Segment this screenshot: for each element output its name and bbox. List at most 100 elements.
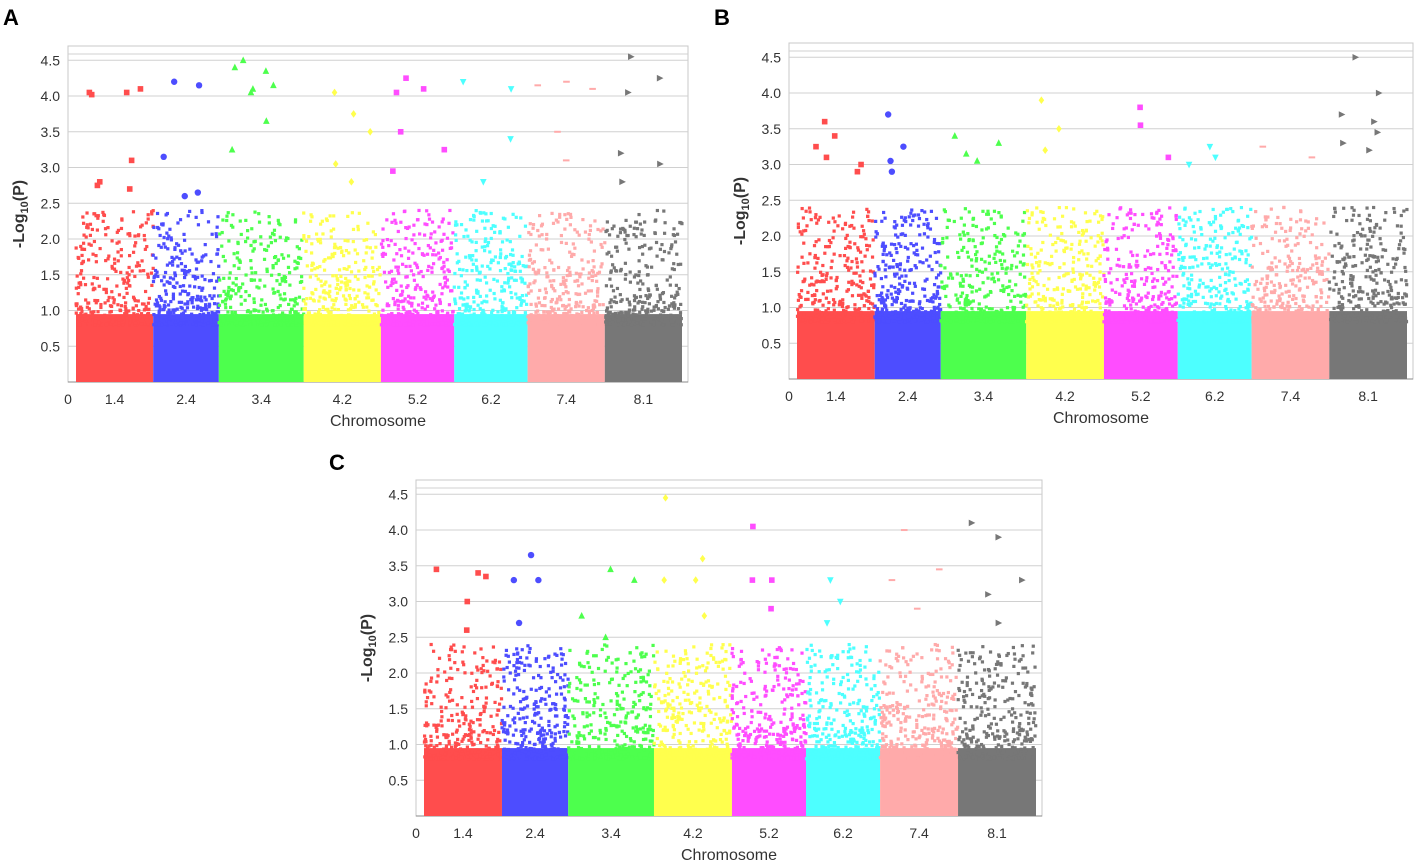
- snp-point: [669, 275, 672, 278]
- snp-point: [368, 286, 371, 289]
- snp-point: [233, 264, 236, 267]
- snp-point: [1030, 263, 1033, 266]
- snp-point: [596, 228, 599, 231]
- snp-point: [575, 322, 578, 325]
- snp-point: [656, 288, 659, 291]
- snp-point: [920, 318, 923, 321]
- snp-point: [1082, 252, 1085, 255]
- snp-point: [136, 261, 139, 264]
- snp-point: [643, 301, 646, 304]
- snp-point: [864, 237, 867, 240]
- snp-point: [229, 271, 232, 274]
- snp-point: [478, 271, 481, 274]
- snp-point: [386, 238, 389, 241]
- snp-point: [881, 307, 884, 310]
- snp-point: [1188, 282, 1191, 285]
- snp-point: [1023, 244, 1026, 247]
- snp-point: [995, 250, 998, 253]
- snp-point: [1226, 208, 1229, 211]
- snp-point: [501, 301, 504, 304]
- snp-point: [882, 211, 885, 214]
- snp-point: [610, 285, 613, 288]
- snp-point: [605, 309, 608, 312]
- snp-point: [567, 303, 570, 306]
- snp-point: [113, 298, 116, 301]
- snp-point: [1123, 234, 1126, 237]
- snp-point: [972, 217, 975, 220]
- snp-point: [1098, 270, 1101, 273]
- snp-point: [483, 227, 486, 230]
- snp-point: [588, 313, 591, 316]
- snp-point: [402, 308, 405, 311]
- snp-point: [868, 244, 871, 247]
- snp-point: [514, 318, 517, 321]
- snp-point: [387, 244, 390, 247]
- snp-point: [1112, 222, 1115, 225]
- snp-point: [849, 246, 852, 249]
- snp-point: [313, 320, 316, 323]
- snp-point: [1171, 311, 1174, 314]
- snp-point: [152, 254, 155, 257]
- snp-point: [1298, 257, 1301, 260]
- snp-point: [552, 222, 555, 225]
- snp-point: [1082, 232, 1085, 235]
- snp-point: [412, 224, 415, 227]
- snp-point: [1384, 211, 1387, 214]
- snp-point: [402, 299, 405, 302]
- snp-point: [1295, 220, 1298, 223]
- snp-point: [97, 321, 100, 324]
- snp-point: [1261, 312, 1264, 315]
- snp-point: [1122, 265, 1125, 268]
- snp-point: [434, 304, 437, 307]
- snp-point: [183, 239, 186, 242]
- snp-point: [1011, 306, 1014, 309]
- snp-point: [601, 246, 604, 249]
- snp-point: [331, 274, 334, 277]
- snp-point: [896, 235, 899, 238]
- snp-point: [1087, 286, 1090, 289]
- snp-point: [908, 282, 911, 285]
- snp-point: [492, 259, 495, 262]
- snp-point: [182, 233, 185, 236]
- snp-point: [1212, 221, 1215, 224]
- snp-point: [506, 272, 509, 275]
- snp-point: [352, 228, 355, 231]
- snp-point: [797, 226, 800, 229]
- snp-point: [99, 306, 102, 309]
- snp-point: [1045, 320, 1048, 323]
- snp-point: [883, 249, 886, 252]
- snp-point: [333, 246, 336, 249]
- snp-point: [562, 318, 565, 321]
- snp-point: [615, 246, 618, 249]
- snp-point: [646, 273, 649, 276]
- snp-point: [528, 282, 531, 285]
- snp-point: [673, 296, 676, 299]
- snp-point: [133, 234, 136, 237]
- snp-point: [863, 255, 866, 258]
- snp-point: [993, 222, 996, 225]
- top-hit-point: [160, 154, 166, 160]
- snp-point: [580, 311, 583, 314]
- snp-point: [1137, 294, 1140, 297]
- snp-point: [667, 251, 670, 254]
- snp-point: [518, 235, 521, 238]
- snp-point: [204, 303, 207, 306]
- snp-point: [175, 256, 178, 259]
- snp-point: [1028, 278, 1031, 281]
- snp-point: [263, 323, 266, 326]
- snp-point: [85, 226, 88, 229]
- snp-point: [841, 305, 844, 308]
- snp-point: [519, 270, 522, 273]
- snp-point: [580, 282, 583, 285]
- snp-point: [672, 227, 675, 230]
- snp-point: [352, 288, 355, 291]
- snp-point: [1384, 316, 1387, 319]
- snp-point: [861, 225, 864, 228]
- snp-point: [133, 316, 136, 319]
- top-hit-point: [1166, 155, 1172, 161]
- snp-point: [1208, 221, 1211, 224]
- y-tick-label: 4.0: [762, 85, 782, 101]
- snp-point: [76, 274, 79, 277]
- snp-point: [317, 299, 320, 302]
- snp-point: [893, 319, 896, 322]
